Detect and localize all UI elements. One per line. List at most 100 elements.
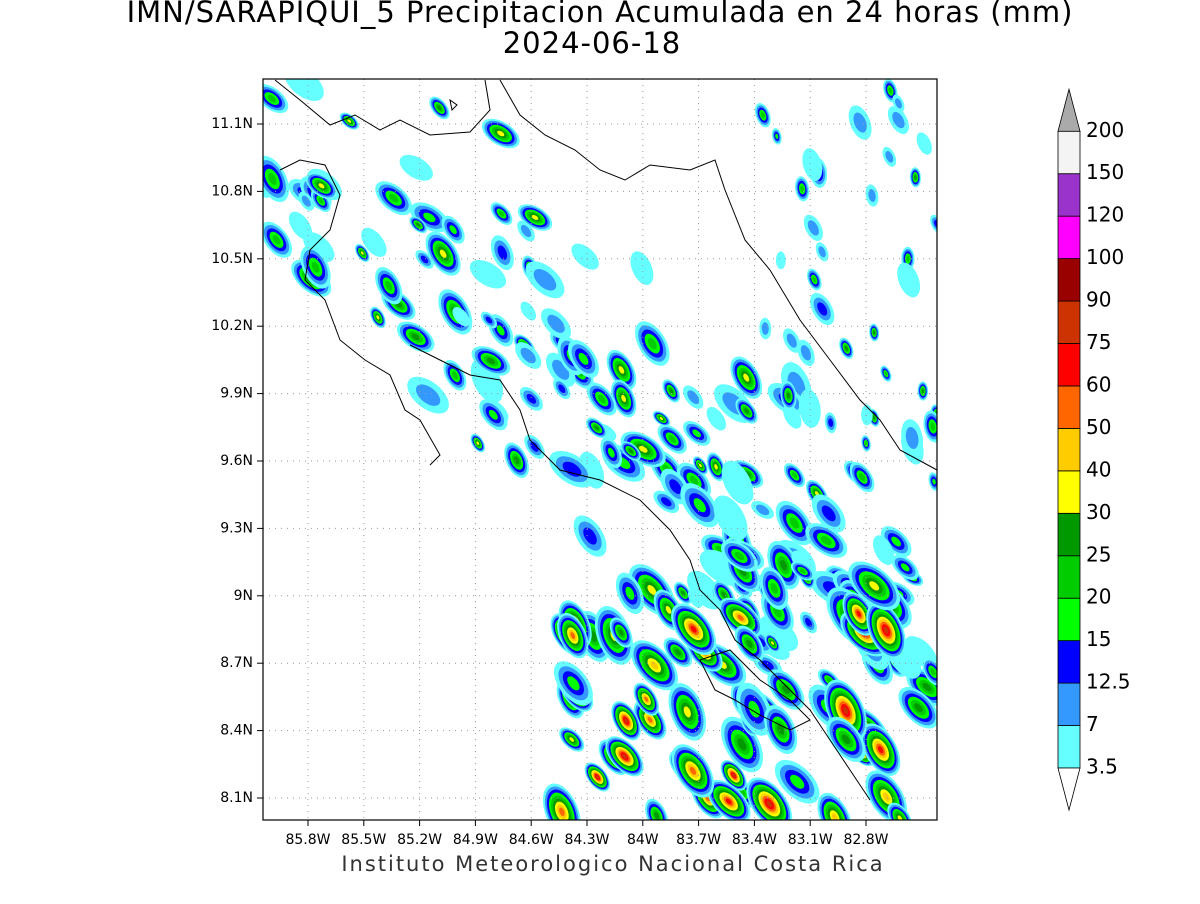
rain-cell xyxy=(905,426,919,450)
colorbar-segment xyxy=(1057,343,1081,387)
colorbar-label: 15 xyxy=(1086,627,1111,651)
rain-cell xyxy=(800,345,812,361)
rain-cell xyxy=(267,94,277,103)
rain-cell xyxy=(906,255,910,262)
colorbar-label: 7 xyxy=(1086,712,1099,736)
rain-cell xyxy=(858,473,866,482)
rain-cell xyxy=(303,232,335,263)
y-tick-label: 9.9N xyxy=(220,386,253,402)
rain-cell xyxy=(597,394,606,404)
y-tick-label: 9.3N xyxy=(220,520,253,536)
rain-cell xyxy=(755,504,770,516)
rain-cell xyxy=(513,456,520,465)
rain-cell xyxy=(687,570,723,610)
rain-cell xyxy=(567,676,580,691)
rain-cell xyxy=(451,371,458,380)
y-tick-label: 8.7N xyxy=(220,655,253,671)
coastline xyxy=(449,98,458,112)
x-tick-label: 84.6W xyxy=(509,832,554,848)
colorbar-label: 120 xyxy=(1086,203,1124,227)
rain-cell xyxy=(732,773,736,778)
x-tick-label: 85.2W xyxy=(397,832,442,848)
rain-cell xyxy=(520,347,536,364)
x-tick-label: 83.1W xyxy=(788,832,833,848)
coastline xyxy=(274,79,491,136)
colorbar-segment xyxy=(1057,640,1081,684)
rain-cell xyxy=(761,322,769,335)
coastlines xyxy=(274,79,937,801)
rain-cell xyxy=(864,441,868,446)
rain-cell xyxy=(531,214,539,220)
x-tick-label: 84W xyxy=(627,832,659,848)
rain-cell xyxy=(802,148,823,181)
rain-cell xyxy=(789,517,800,529)
x-tick-label: 84.9W xyxy=(453,832,498,848)
plot-frame xyxy=(262,78,938,821)
rain-cell xyxy=(558,384,566,394)
colorbar-label: 60 xyxy=(1086,372,1111,396)
y-tick-label: 11.1N xyxy=(211,116,253,132)
rain-cell xyxy=(659,417,664,421)
rain-cell xyxy=(725,798,732,805)
rain-cell xyxy=(526,393,537,404)
rain-cell xyxy=(743,373,750,382)
rain-cell xyxy=(698,463,702,468)
rain-cell xyxy=(618,629,624,636)
rain-cell xyxy=(552,359,570,380)
colorbar-label: 40 xyxy=(1086,457,1111,481)
rain-cell xyxy=(498,210,505,217)
colorbar-label: 20 xyxy=(1086,585,1111,609)
rain-cell xyxy=(692,429,702,438)
rain-cell xyxy=(894,98,902,109)
rain-cell xyxy=(420,255,429,264)
rain-cell xyxy=(343,47,365,69)
rain-cell xyxy=(263,64,277,77)
rain-cell xyxy=(681,590,686,596)
rain-cell xyxy=(625,586,635,600)
rain-cell xyxy=(930,422,936,431)
y-tick-label: 10.8N xyxy=(211,183,253,199)
rain-cell xyxy=(660,497,672,507)
rain-cell xyxy=(449,225,457,235)
y-tick-label: 10.2N xyxy=(211,318,253,334)
colorbar-label: 25 xyxy=(1086,542,1111,566)
colorbar-label: 3.5 xyxy=(1086,755,1118,779)
rain-cell xyxy=(385,280,393,291)
precipitation-field xyxy=(263,47,937,820)
rain-cell xyxy=(775,251,786,270)
colorbar: 3.5 7 12.5 15 20 25 30 40 50 60 75 90 100 120 150 200 xyxy=(1057,87,1131,812)
rain-cell xyxy=(376,315,380,320)
rain-cell xyxy=(885,151,894,163)
rain-cell xyxy=(841,734,851,745)
rain-cell xyxy=(873,330,876,335)
rain-cell xyxy=(559,807,565,817)
rain-cell xyxy=(786,392,791,399)
rain-cell xyxy=(770,582,778,594)
rain-cell xyxy=(922,682,932,692)
rain-cell xyxy=(798,389,821,428)
rain-cell xyxy=(665,606,672,614)
colorbar-label: 75 xyxy=(1086,330,1111,354)
colorbar-label: 150 xyxy=(1086,160,1124,184)
colorbar-segment xyxy=(1057,427,1081,472)
rain-cell xyxy=(399,154,433,181)
rain-cell xyxy=(804,617,812,627)
y-tick-label: 8.4N xyxy=(220,723,253,739)
rain-cell xyxy=(790,774,805,789)
rain-cell xyxy=(687,589,703,608)
coastline xyxy=(699,649,811,731)
colorbar-label: 12.5 xyxy=(1086,670,1131,694)
rain-cell xyxy=(570,632,576,639)
rain-cell xyxy=(547,314,565,333)
rain-cell xyxy=(476,441,480,445)
y-tick-label: 9.6N xyxy=(220,453,253,469)
subtitle: 2024-06-18 xyxy=(503,26,682,60)
rain-cell xyxy=(416,222,421,227)
colorbar-segment xyxy=(1057,470,1081,514)
rain-cell xyxy=(618,366,625,374)
rain-cell xyxy=(423,212,436,223)
rain-cell xyxy=(775,133,779,139)
rain-cell xyxy=(268,68,274,74)
rain-cell xyxy=(932,478,936,485)
rain-cell xyxy=(497,130,505,137)
